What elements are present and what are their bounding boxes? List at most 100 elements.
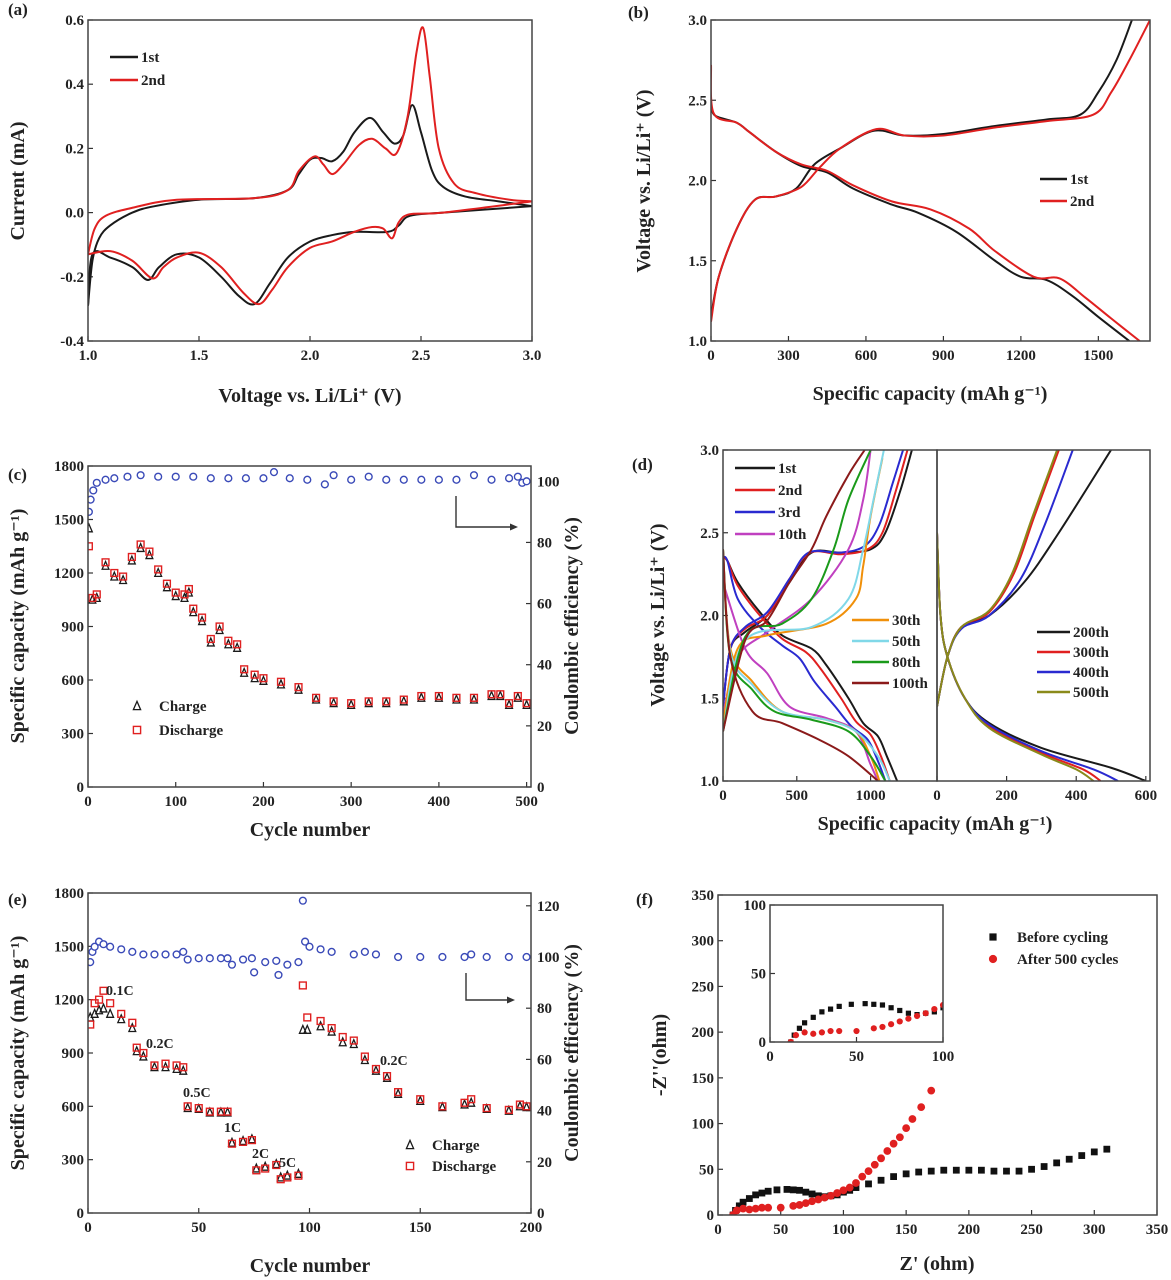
rate-annotation: 0.2C	[146, 1037, 174, 1052]
data-point	[415, 1094, 425, 1106]
data-point	[1028, 1165, 1035, 1173]
plot-area	[711, 20, 1150, 341]
data-point	[329, 697, 339, 708]
data-point	[826, 1191, 835, 1200]
cycling-performance-chart: 0 100 200 300 400 500030060090012001500180002…	[7, 459, 583, 841]
legend-label: 10th	[778, 527, 807, 543]
legend: 30th 50th 80th 100th	[852, 613, 928, 692]
data-point	[136, 540, 145, 549]
data-point	[513, 691, 522, 701]
data-point	[504, 474, 514, 483]
data-point	[862, 1001, 868, 1007]
data-point	[224, 474, 233, 483]
data-point	[259, 674, 268, 683]
data-point	[870, 1160, 879, 1169]
data-point	[347, 475, 356, 484]
x-tick-label: 350	[1146, 1222, 1169, 1238]
x-axis-title: Specific capacity (mAh g⁻¹)	[813, 383, 1048, 405]
data-point	[272, 956, 281, 965]
data-point	[460, 1098, 469, 1109]
data-point	[90, 942, 99, 951]
data-point	[808, 1190, 816, 1198]
x-axis-title: Voltage vs. Li/Li⁺ (V)	[218, 385, 401, 407]
data-point	[792, 1032, 800, 1039]
data-point	[452, 475, 461, 484]
y-tick-label: 1.0	[700, 774, 719, 790]
data-point	[223, 1106, 232, 1117]
data-point	[913, 1012, 921, 1020]
legend: Charge Discharge	[132, 699, 223, 739]
data-point	[990, 1167, 998, 1175]
data-point	[276, 678, 286, 689]
y-tick-label: 600	[62, 1099, 85, 1115]
plot-frame	[87, 465, 532, 788]
data-point	[399, 475, 408, 484]
data-point	[194, 1102, 204, 1114]
data-point	[827, 1006, 834, 1012]
x-tick-label: 200	[995, 788, 1018, 804]
data-point	[905, 1010, 911, 1016]
data-point	[819, 1009, 825, 1015]
data-point	[853, 1027, 860, 1035]
data-point	[890, 1173, 897, 1180]
data-point	[261, 958, 270, 967]
data-point	[224, 636, 233, 645]
data-point	[183, 955, 192, 964]
data-point	[106, 999, 115, 1008]
y-tick-label: 1.5	[700, 691, 719, 707]
x-tick-label: 0	[933, 788, 941, 804]
data-point	[110, 568, 119, 578]
data-point	[789, 1186, 797, 1194]
series-line	[723, 556, 891, 781]
series-line	[88, 200, 532, 306]
data-point	[871, 1001, 877, 1007]
series-line	[88, 104, 532, 306]
data-point	[371, 1064, 381, 1075]
data-point	[504, 1105, 513, 1114]
data-point	[417, 475, 426, 484]
data-point	[393, 1087, 403, 1098]
data-point	[184, 584, 193, 594]
x-tick-label: 0	[719, 788, 727, 804]
data-point	[162, 579, 172, 588]
data-point	[889, 1139, 898, 1148]
data-point	[92, 590, 101, 599]
x-tick-label: 200	[958, 1222, 981, 1238]
legend-label: 100th	[892, 676, 928, 692]
x-tick-label: 0	[714, 1222, 722, 1238]
legend-label: 1st	[778, 461, 796, 477]
data-point	[260, 1160, 270, 1171]
series-unnamed-2	[88, 468, 531, 516]
cv-chart: 1.0 1.5 2.0 2.5 3.0 -0.4 -0.2 0.0 0.2 0.4 0.6 (a) Vo…	[7, 0, 541, 407]
legend-label: 2nd	[778, 483, 803, 499]
data-point	[189, 472, 198, 481]
series-unnamed-0	[788, 1001, 943, 1042]
data-point	[92, 478, 101, 487]
data-point	[487, 690, 496, 699]
series-after-500-cycles	[729, 1086, 936, 1215]
data-point	[259, 674, 268, 685]
legend-label: 400th	[1073, 665, 1109, 681]
data-point	[773, 1186, 781, 1194]
legend-label: Before cycling	[1017, 930, 1108, 946]
y-axis-title: -Z''(ohm)	[649, 1014, 671, 1096]
data-point	[311, 693, 321, 702]
y-tick-label: 100	[692, 1117, 715, 1133]
y-tick-label: -0.4	[60, 334, 84, 350]
data-point	[128, 947, 137, 956]
series-400th	[937, 450, 1119, 781]
y-tick-label: 250	[692, 979, 715, 995]
x-tick-label: 600	[855, 348, 878, 364]
legend-label: 30th	[892, 613, 921, 629]
eis-inset-chart: 0 50 100 0 50 100	[744, 898, 955, 1065]
data-point	[127, 1022, 137, 1033]
y2-tick-label: 80	[537, 535, 552, 551]
data-point	[1103, 1145, 1111, 1153]
data-point	[283, 960, 292, 969]
panel-label: (a)	[8, 0, 28, 19]
series-unnamed-1	[787, 1001, 943, 1042]
data-point	[752, 1191, 760, 1199]
data-point	[452, 693, 461, 704]
data-point	[240, 665, 249, 674]
data-point	[247, 1133, 257, 1144]
